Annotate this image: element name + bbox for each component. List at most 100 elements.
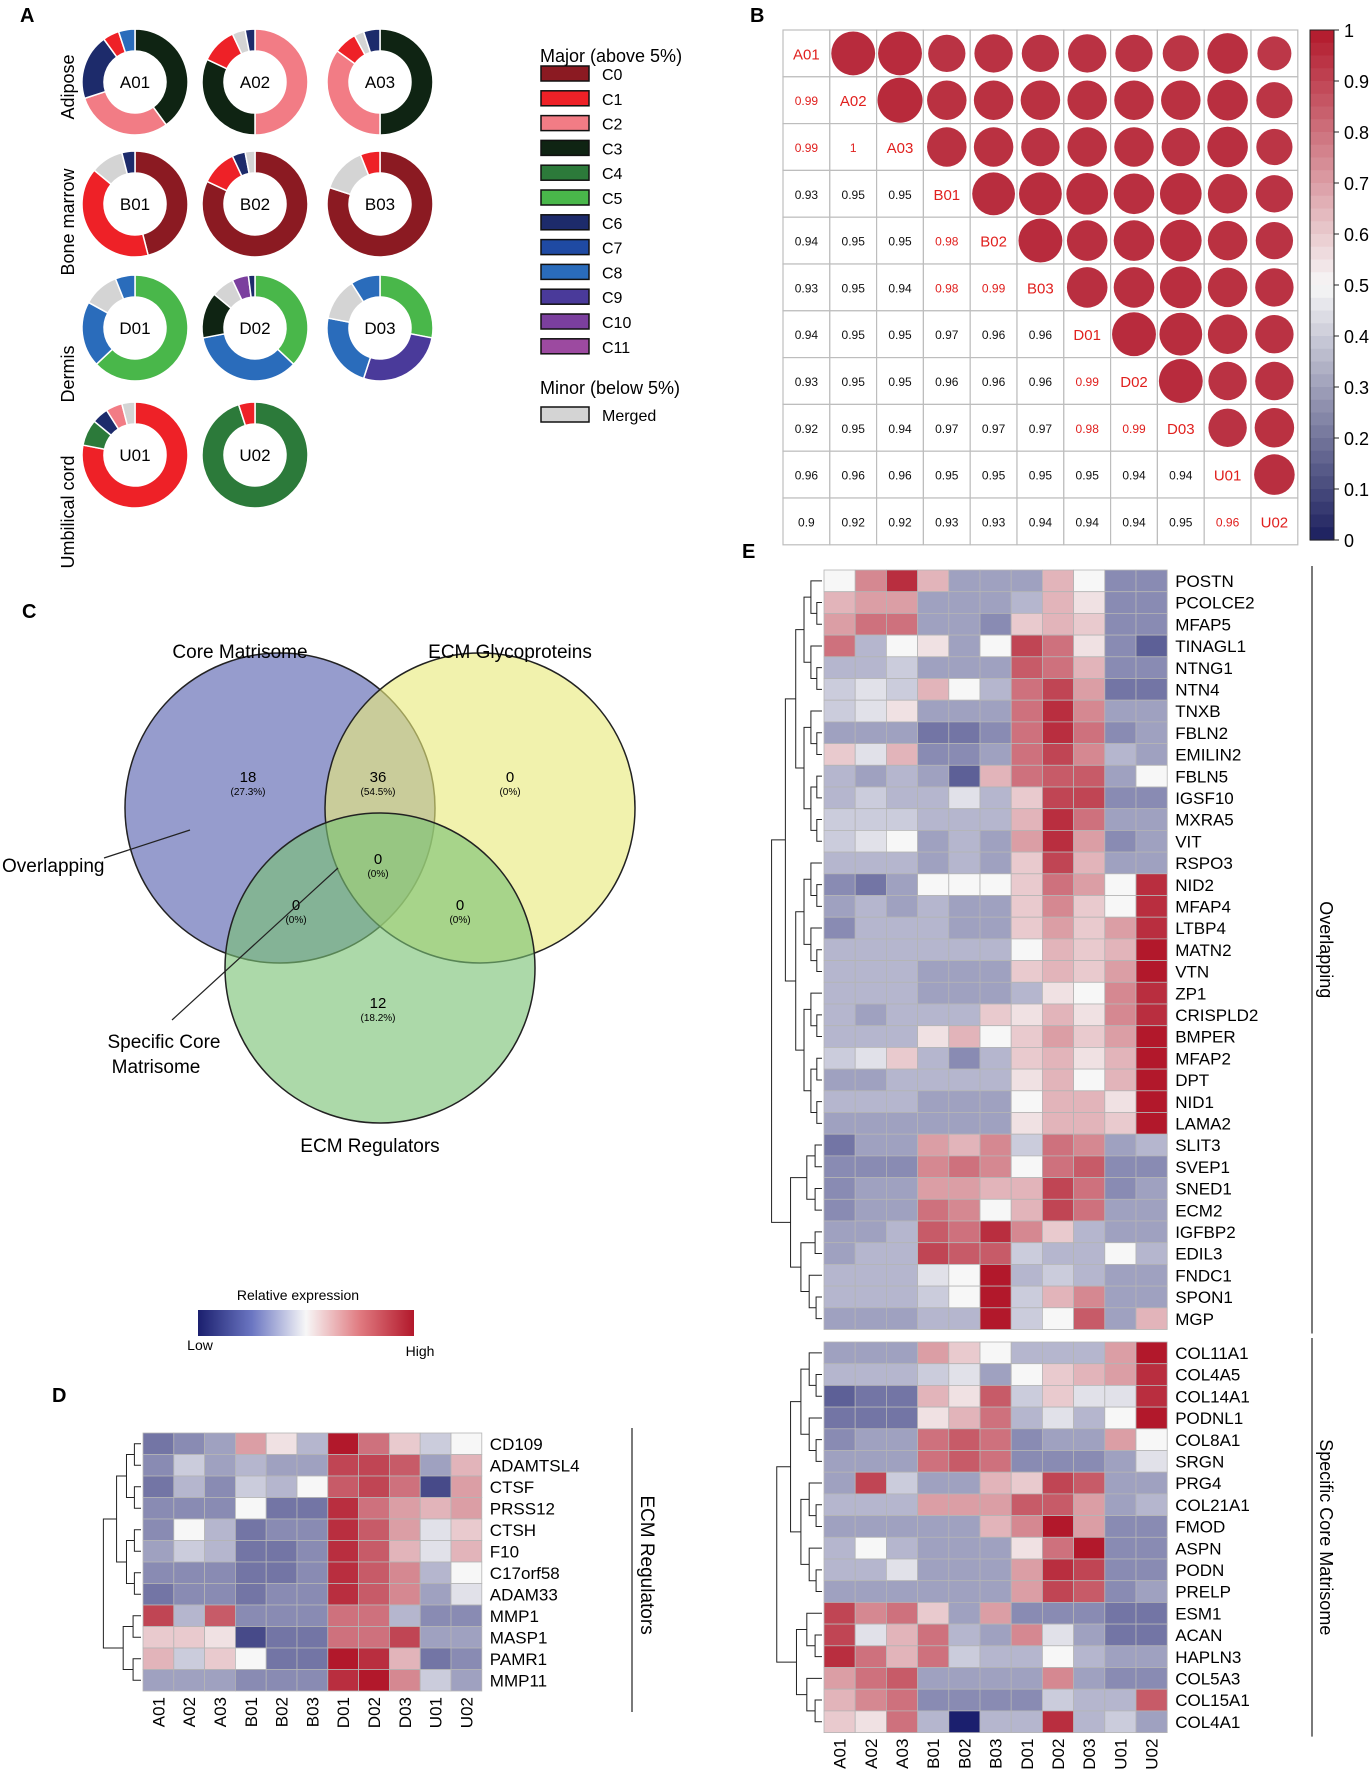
legend-label-c0: C0 [602,67,623,84]
heat-cell-adamtsl4-d02 [358,1454,390,1477]
expression-gradient-bar [198,1310,414,1336]
heat-cell-rspo3-d02 [1042,851,1075,875]
heat-cell-col11a1-d02 [1042,1341,1075,1365]
heat-cell-ctsh-u02 [450,1518,483,1541]
row-label-slit3: SLIT3 [1175,1136,1220,1155]
heat-cell-adamtsl4-a01 [142,1454,175,1477]
corr-circle-a01-a03 [878,31,922,76]
heat-cell-matn2-a03 [886,938,919,962]
heat-cell-vtn-u01 [1104,960,1137,983]
heat-cell-col14a1-b01 [917,1385,950,1408]
corr-cell-5-1 [829,263,878,312]
heat-cell-col4a1-a01 [823,1710,856,1734]
heat-cell-esm1-d01 [1010,1602,1043,1625]
corr-value-d01-b03: 0.96 [1029,328,1053,342]
heat-cell-podnl1-b01 [917,1406,950,1430]
heat-cell-edil3-a02 [854,1242,887,1265]
corr-circle-b01-d03 [1159,172,1202,215]
heat-cell-vtn-a03 [886,960,919,983]
heat-cell-spon1-a02 [854,1285,887,1309]
heat-cell-tinagl1-a02 [854,634,887,658]
panel-e-matrisome-heatmap: POSTN PCOLCE2 MFAP5 TINAGL1 NTNG1 NTN4 TNXB FBL… [771,566,1336,1770]
donut-slice-b03-0 [326,150,434,258]
heat-cell-srgn-b01 [917,1450,950,1473]
row-label-col8a1: COL8A1 [1175,1431,1240,1450]
legend-swatch-c1 [540,90,590,107]
heat-cell-acan-u01 [1104,1623,1137,1647]
heat-cell-mmp11-u02 [450,1669,483,1692]
corr-circle-a03-u01 [1207,126,1248,168]
donut-slice-u02-0 [201,401,309,509]
heat-cell-lama2-b01 [917,1112,950,1135]
heat-cell-col21a1-a02 [854,1493,887,1517]
corr-circle-a03-b01 [927,127,967,167]
corr-cell-1-0 [782,76,831,125]
corr-circle-b02-b03 [1018,218,1063,263]
heat-cell-fbln2-u02 [1135,721,1168,745]
heat-cell-mmp1-b02 [265,1604,298,1627]
donut-label-a02: A02 [240,73,270,92]
venn-pct-all-three: (0%) [367,869,388,880]
donut-slice-u02-1 [237,401,256,427]
venn-count-glyco-reg: 0 [456,897,464,914]
heat-cell-mfap2-b02 [948,1047,981,1070]
heat-cell-col11a1-b01 [917,1341,950,1365]
row-label-col11a1: COL11A1 [1175,1344,1248,1363]
heat-cell-mgp-b03 [979,1307,1012,1330]
heat-cell-bmper-u01 [1104,1025,1137,1048]
corr-circle-d01-u01 [1207,314,1248,354]
heat-cell-matn2-a02 [854,938,887,962]
heat-cell-mfap5-b01 [917,613,950,636]
corr-circle-a01-d02 [1115,34,1153,73]
heat-cell-col15a1-b03 [979,1688,1012,1712]
heat-cell-emilin2-b03 [979,743,1012,766]
heat-cell-prss12-a01 [142,1497,175,1520]
heat-cell-fbln5-b03 [979,764,1012,788]
heat-cell-cd109-a02 [173,1432,206,1455]
corr-circle-a03-b03 [1021,127,1060,167]
legend-label-c3: C3 [602,141,623,158]
corr-circle-d03-u01 [1208,408,1247,447]
heat-cell-mmp1-b03 [296,1604,329,1627]
heat-cell-ltbp4-d01 [1010,916,1043,940]
heat-cell-svep1-d03 [1073,1155,1106,1179]
heat-cell-dpt-u01 [1104,1068,1137,1092]
colorbar-step-26 [1310,361,1334,375]
corr-value-b01-a02: 0.95 [842,188,866,202]
heat-cell-sned1-d01 [1010,1177,1043,1200]
heat-cell-nid2-u01 [1104,873,1137,896]
heat-cell-sned1-d02 [1042,1177,1075,1200]
corr-circle-a01-b02 [974,34,1013,73]
annotation-overlapping: Overlapping [2,856,104,877]
heat-cell-acan-d01 [1010,1623,1043,1647]
heat-cell-aspn-d02 [1042,1536,1075,1560]
heat-cell-mxra5-a02 [854,808,887,831]
heat-cell-ltbp4-a03 [886,916,919,940]
heat-cell-nid2-u02 [1135,873,1168,896]
heat-cell-bmper-b03 [979,1025,1012,1048]
heat-cell-srgn-a01 [823,1450,856,1473]
heat-cell-prelp-a01 [823,1580,856,1603]
donut-label-a03: A03 [365,73,395,92]
heat-cell-col8a1-a01 [823,1428,856,1451]
col-label-e-a01: A01 [831,1739,850,1769]
heat-cell-svep1-d02 [1042,1155,1075,1179]
donut-slice-a03-1 [326,49,381,136]
col-label-d-d02: D02 [365,1697,384,1728]
heat-cell-col4a5-a01 [823,1363,856,1386]
heat-cell-col11a1-b03 [979,1341,1012,1365]
corr-cell-2-2 [875,122,924,171]
heat-cell-podnl1-b03 [979,1406,1012,1430]
heat-cell-ctsf-a01 [142,1475,175,1498]
heat-cell-postn-a01 [823,569,856,593]
heat-cell-podnl1-u02 [1135,1406,1168,1430]
heat-cell-mfap4-u01 [1104,895,1137,918]
heat-cell-prg4-b02 [948,1471,981,1495]
heat-cell-fbln5-b02 [948,764,981,788]
heat-cell-cd109-a01 [142,1432,175,1455]
heat-cell-emilin2-u02 [1135,743,1168,766]
heat-cell-svep1-b02 [948,1155,981,1179]
venn-count-core-reg: 0 [292,897,300,914]
colorbar-step-11 [1310,170,1334,184]
expression-legend-low: Low [187,1337,214,1353]
